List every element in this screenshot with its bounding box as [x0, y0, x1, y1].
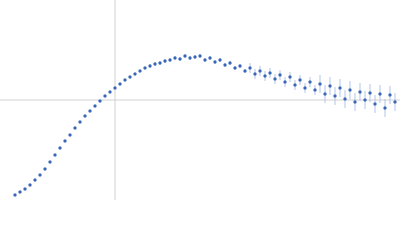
- point: [358, 90, 362, 94]
- point: [328, 84, 332, 88]
- point: [43, 167, 47, 171]
- point: [233, 66, 237, 70]
- point: [278, 73, 282, 77]
- point: [103, 94, 107, 98]
- point: [343, 97, 347, 101]
- point: [253, 72, 257, 76]
- point: [248, 66, 252, 70]
- point: [203, 58, 207, 62]
- point: [23, 187, 27, 191]
- point: [163, 59, 167, 63]
- point: [148, 64, 152, 68]
- point: [208, 56, 212, 60]
- point: [288, 75, 292, 79]
- point: [308, 80, 312, 84]
- point: [93, 104, 97, 108]
- point: [263, 74, 267, 78]
- point: [293, 83, 297, 87]
- chart: [0, 0, 400, 200]
- point: [388, 93, 392, 97]
- point: [58, 146, 62, 150]
- point: [303, 86, 307, 90]
- point: [363, 98, 367, 102]
- point: [228, 61, 232, 65]
- point: [198, 54, 202, 58]
- point: [268, 71, 272, 75]
- point: [63, 139, 67, 143]
- point: [53, 153, 57, 157]
- page: {"chart_data": { "type": "scatter", "xli…: [0, 0, 400, 200]
- point: [313, 88, 317, 92]
- point: [243, 69, 247, 73]
- point: [333, 94, 337, 98]
- point: [68, 133, 72, 137]
- point: [153, 62, 157, 66]
- point: [318, 82, 322, 86]
- point: [283, 80, 287, 84]
- point: [48, 160, 52, 164]
- point: [83, 114, 87, 118]
- point: [173, 56, 177, 60]
- point: [143, 66, 147, 70]
- point: [188, 56, 192, 60]
- point: [383, 106, 387, 110]
- point: [118, 82, 122, 86]
- point: [258, 69, 262, 73]
- point: [108, 90, 112, 94]
- point: [393, 100, 397, 104]
- point: [113, 86, 117, 90]
- point: [13, 193, 17, 197]
- point: [138, 69, 142, 73]
- point: [298, 78, 302, 82]
- point: [73, 126, 77, 130]
- point: [193, 55, 197, 59]
- point: [273, 77, 277, 81]
- point: [213, 60, 217, 64]
- point: [183, 54, 187, 58]
- point: [38, 173, 42, 177]
- point: [373, 102, 377, 106]
- point: [218, 58, 222, 62]
- point: [323, 92, 327, 96]
- point: [123, 78, 127, 82]
- point: [88, 109, 92, 113]
- point: [18, 190, 22, 194]
- point: [178, 57, 182, 61]
- point: [168, 58, 172, 62]
- point: [133, 72, 137, 76]
- point: [368, 91, 372, 95]
- point: [33, 178, 37, 182]
- point: [158, 61, 162, 65]
- point: [238, 64, 242, 68]
- point: [98, 99, 102, 103]
- point: [78, 120, 82, 124]
- point: [338, 86, 342, 90]
- point: [28, 183, 32, 187]
- point: [378, 92, 382, 96]
- point: [223, 63, 227, 67]
- point: [128, 75, 132, 79]
- point: [348, 88, 352, 92]
- point: [353, 100, 357, 104]
